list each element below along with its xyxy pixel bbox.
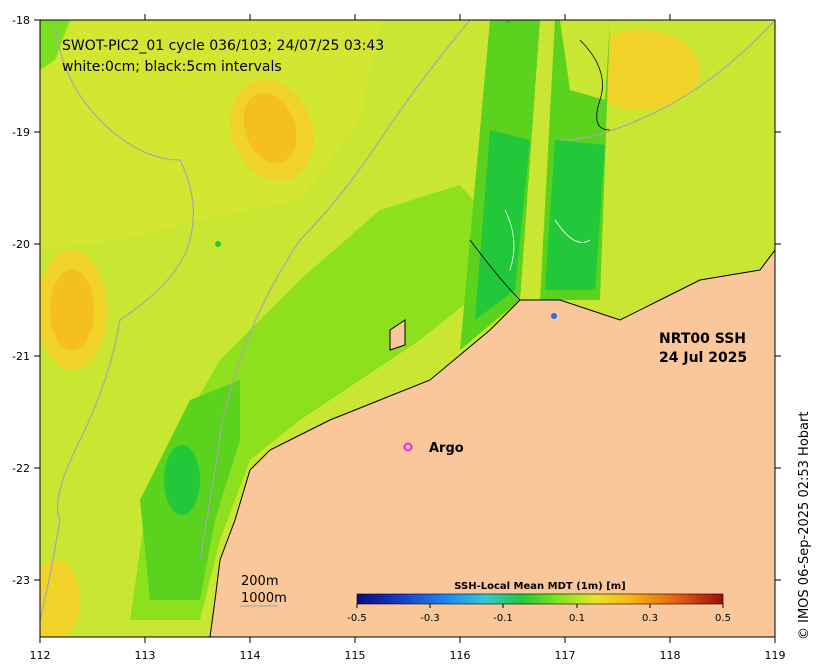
- y-tick-label: -18: [12, 14, 30, 27]
- colorbar-tick-label: -0.1: [493, 613, 513, 624]
- y-tick-label: -23: [12, 574, 30, 587]
- land-mainland: [209, 249, 775, 637]
- bathymetry-1000m-ne: [559, 20, 775, 141]
- y-tick-label: -22: [12, 462, 30, 475]
- bathy-legend-1000m: 1000m: [241, 591, 287, 606]
- map-title: SWOT-PIC2_01 cycle 036/103; 24/07/25 03:…: [62, 38, 384, 54]
- bathy-legend-200m: 200m: [241, 574, 278, 589]
- contour-white: [504, 209, 515, 271]
- y-axis: -18 -19 -20 -21 -22 -23: [12, 14, 781, 587]
- colorbar-title: SSH-Local Mean MDT (1m) [m]: [454, 581, 626, 592]
- plot-frame: [39, 19, 776, 638]
- argo-float-dot: [551, 313, 557, 319]
- product-date: 24 Jul 2025: [659, 350, 747, 366]
- bathymetry-1000m: [40, 20, 194, 621]
- colorbar-tick-label: 0.3: [642, 613, 658, 624]
- x-tick-label: 114: [240, 649, 261, 662]
- ssh-green-core: [164, 445, 200, 515]
- colorbar-tick-label: -0.5: [347, 613, 367, 624]
- colorbar-tick-label: 0.1: [569, 613, 585, 624]
- x-tick-label: 117: [555, 649, 576, 662]
- contour-black: [579, 39, 611, 131]
- land-island: [389, 319, 406, 351]
- x-tick-label: 115: [345, 649, 366, 662]
- x-tick-label: 118: [660, 649, 681, 662]
- swot-swath-top: [560, 20, 610, 100]
- ssh-high-patch-ne: [580, 30, 700, 110]
- y-tick-label: -20: [12, 238, 30, 251]
- x-axis: 112 113 114 115 116 117 118 119: [30, 14, 786, 662]
- contour-white: [554, 219, 591, 243]
- swot-swath-left-core: [475, 130, 530, 320]
- ssh-field: [40, 20, 775, 637]
- x-tick-label: 119: [765, 649, 786, 662]
- ssh-green-corner: [40, 20, 70, 70]
- ssh-high-core-west: [50, 270, 94, 350]
- bathymetry-200m: [199, 20, 471, 561]
- x-tick-label: 113: [135, 649, 156, 662]
- product-label: NRT00 SSH: [659, 331, 746, 347]
- ssh-high-core: [243, 93, 297, 163]
- swot-swath-right-core: [545, 140, 605, 290]
- contour-black: [469, 239, 521, 301]
- contour-subtitle: white:0cm; black:5cm intervals: [62, 59, 282, 75]
- x-tick-label: 116: [450, 649, 471, 662]
- colorbar-tick-label: 0.5: [715, 613, 731, 624]
- colorbar-gradient: [356, 593, 724, 605]
- argo-float-dot: [505, 20, 511, 23]
- argo-marker-icon: [403, 442, 413, 452]
- copyright-text: © IMOS 06-Sep-2025 02:53 Hobart: [797, 412, 812, 640]
- colorbar-tick-label: -0.3: [420, 613, 440, 624]
- colorbar: SSH-Local Mean MDT (1m) [m] -0.5 -0.3 -0…: [347, 581, 731, 624]
- argo-float-dot: [215, 241, 221, 247]
- ssh-high-patch-south: [40, 560, 80, 637]
- x-tick-label: 112: [30, 649, 51, 662]
- ssh-green-band: [130, 185, 500, 620]
- argo-label: Argo: [429, 441, 464, 456]
- y-tick-label: -19: [12, 126, 30, 139]
- ssh-yellow-region: [40, 20, 380, 250]
- y-tick-label: -21: [12, 350, 30, 363]
- argo-float-dot: [372, 20, 378, 23]
